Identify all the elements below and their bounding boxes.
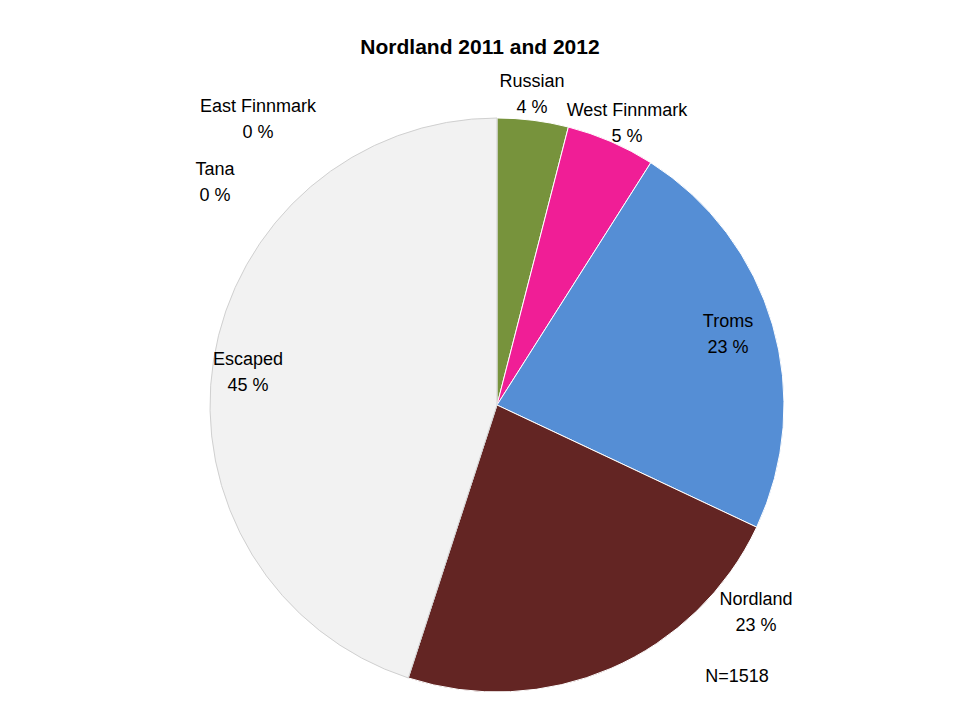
svg-text:0 %: 0 %	[199, 185, 230, 205]
svg-text:Russian: Russian	[499, 71, 564, 91]
svg-text:5 %: 5 %	[611, 126, 642, 146]
svg-text:Troms: Troms	[703, 311, 753, 331]
svg-text:Tana: Tana	[195, 159, 235, 179]
svg-text:Nordland 2011 and 2012: Nordland 2011 and 2012	[360, 35, 599, 58]
svg-text:East Finnmark: East Finnmark	[200, 96, 317, 116]
svg-text:23 %: 23 %	[707, 337, 748, 357]
svg-text:Nordland: Nordland	[719, 589, 792, 609]
svg-text:4 %: 4 %	[516, 97, 547, 117]
svg-text:45 %: 45 %	[227, 375, 268, 395]
svg-text:23 %: 23 %	[735, 615, 776, 635]
svg-text:0 %: 0 %	[242, 122, 273, 142]
svg-text:Escaped: Escaped	[213, 349, 283, 369]
svg-text:N=1518: N=1518	[705, 666, 769, 686]
svg-text:West Finnmark: West Finnmark	[567, 100, 689, 120]
